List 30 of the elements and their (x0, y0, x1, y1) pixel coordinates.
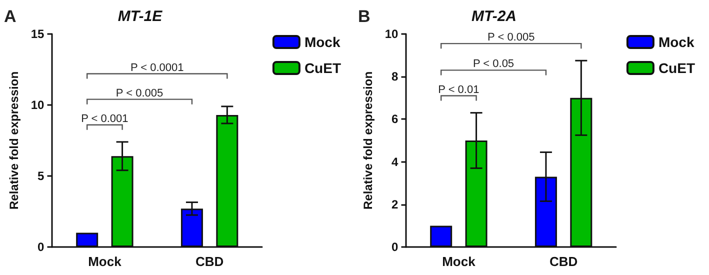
x-tick-label: CBD (195, 254, 224, 269)
y-tick-label: 8 (392, 70, 399, 84)
annotation: P < 0.01 (438, 84, 480, 96)
y-tick-label: 0 (38, 240, 45, 254)
legend-label: CuET (658, 60, 696, 76)
y-tick-label: 10 (30, 98, 45, 112)
legend-label: Mock (658, 34, 694, 50)
y-tick-label: 10 (384, 27, 399, 41)
annotation: P < 0.001 (81, 112, 128, 125)
y-tick-label: 5 (38, 169, 45, 183)
panel-letter: A (4, 7, 16, 26)
y-tick-label: 15 (30, 27, 45, 41)
panel-letter: B (358, 7, 370, 26)
annotation: P < 0.005 (116, 87, 164, 100)
legend-label: Mock (304, 34, 340, 50)
x-tick-label: Mock (88, 254, 122, 269)
x-tick-label: CBD (549, 254, 578, 269)
y-tick-label: 4 (392, 154, 399, 169)
y-tick-label: 2 (392, 197, 399, 212)
annotation: P < 0.05 (472, 58, 514, 70)
y-axis-title: Relative fold expression (7, 71, 21, 210)
annotation: P < 0.005 (488, 32, 535, 44)
y-tick-label: 6 (392, 112, 399, 126)
chart-title: MT-1E (118, 8, 164, 25)
x-tick-label: Mock (442, 254, 476, 269)
legend-label: CuET (304, 60, 342, 76)
y-axis-title: Relative fold expression (361, 71, 375, 210)
annotation: P < 0.0001 (130, 62, 184, 74)
chart-title: MT-2A (472, 8, 516, 25)
y-tick-label: 0 (392, 240, 399, 254)
